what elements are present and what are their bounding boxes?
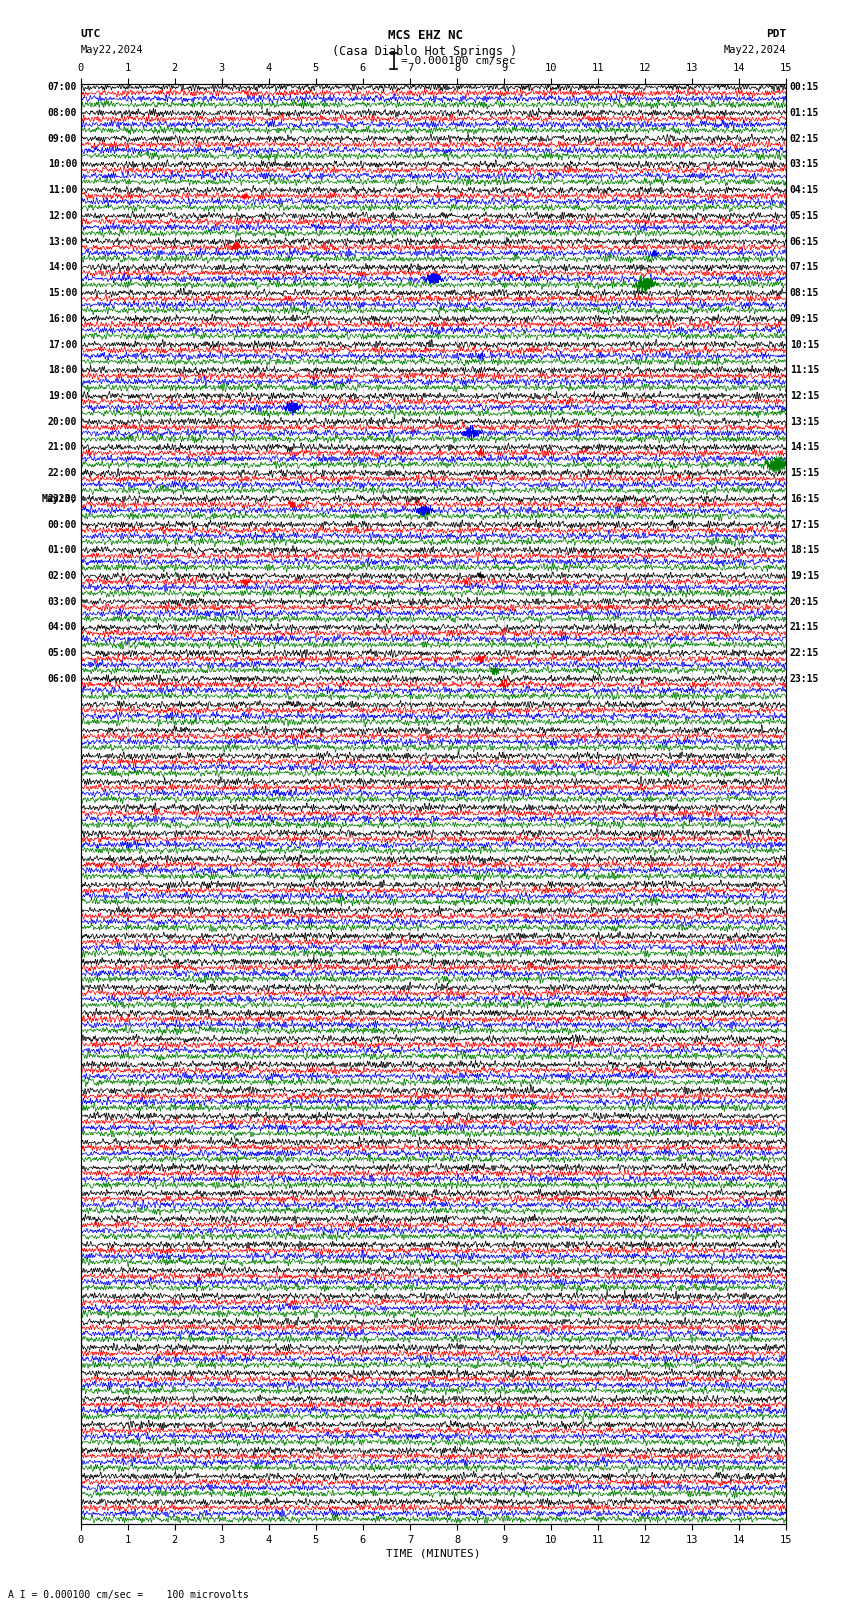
Text: 21:00: 21:00 (48, 442, 77, 452)
Text: 08:00: 08:00 (48, 108, 77, 118)
Text: 23:00: 23:00 (48, 494, 77, 503)
Text: 19:15: 19:15 (790, 571, 819, 581)
Text: 08:15: 08:15 (790, 289, 819, 298)
Text: 06:00: 06:00 (48, 674, 77, 684)
Text: May23,: May23, (42, 494, 77, 503)
Text: 11:15: 11:15 (790, 365, 819, 376)
Text: 14:00: 14:00 (48, 263, 77, 273)
Text: 22:15: 22:15 (790, 648, 819, 658)
Text: 04:15: 04:15 (790, 185, 819, 195)
Text: 15:15: 15:15 (790, 468, 819, 477)
Text: 03:00: 03:00 (48, 597, 77, 606)
Text: 22:00: 22:00 (48, 468, 77, 477)
Text: 04:00: 04:00 (48, 623, 77, 632)
Text: 06:15: 06:15 (790, 237, 819, 247)
Text: 16:00: 16:00 (48, 315, 77, 324)
Text: 10:00: 10:00 (48, 160, 77, 169)
Text: 09:15: 09:15 (790, 315, 819, 324)
Text: 03:15: 03:15 (790, 160, 819, 169)
Text: 02:00: 02:00 (48, 571, 77, 581)
Text: 07:15: 07:15 (790, 263, 819, 273)
Text: 23:15: 23:15 (790, 674, 819, 684)
Text: 13:15: 13:15 (790, 416, 819, 427)
Text: 14:15: 14:15 (790, 442, 819, 452)
Text: 12:15: 12:15 (790, 390, 819, 402)
Text: May22,2024: May22,2024 (81, 45, 144, 55)
Text: 20:00: 20:00 (48, 416, 77, 427)
Text: 12:00: 12:00 (48, 211, 77, 221)
X-axis label: TIME (MINUTES): TIME (MINUTES) (386, 1548, 481, 1558)
Text: 10:15: 10:15 (790, 339, 819, 350)
Text: May22,2024: May22,2024 (723, 45, 786, 55)
Text: 17:00: 17:00 (48, 339, 77, 350)
Text: 11:00: 11:00 (48, 185, 77, 195)
Text: 21:15: 21:15 (790, 623, 819, 632)
Text: 00:15: 00:15 (790, 82, 819, 92)
Text: 02:15: 02:15 (790, 134, 819, 144)
Text: 19:00: 19:00 (48, 390, 77, 402)
Text: PDT: PDT (766, 29, 786, 39)
Text: (Casa Diablo Hot Springs ): (Casa Diablo Hot Springs ) (332, 45, 518, 58)
Text: 00:00: 00:00 (48, 519, 77, 529)
Text: 07:00: 07:00 (48, 82, 77, 92)
Text: 13:00: 13:00 (48, 237, 77, 247)
Text: MCS EHZ NC: MCS EHZ NC (388, 29, 462, 42)
Text: 20:15: 20:15 (790, 597, 819, 606)
Text: 01:15: 01:15 (790, 108, 819, 118)
Text: 18:15: 18:15 (790, 545, 819, 555)
Text: A I = 0.000100 cm/sec =    100 microvolts: A I = 0.000100 cm/sec = 100 microvolts (8, 1590, 249, 1600)
Text: UTC: UTC (81, 29, 101, 39)
Text: 01:00: 01:00 (48, 545, 77, 555)
Text: = 0.000100 cm/sec: = 0.000100 cm/sec (401, 56, 516, 66)
Text: 09:00: 09:00 (48, 134, 77, 144)
Text: 16:15: 16:15 (790, 494, 819, 503)
Text: 18:00: 18:00 (48, 365, 77, 376)
Text: 15:00: 15:00 (48, 289, 77, 298)
Text: 05:15: 05:15 (790, 211, 819, 221)
Text: 05:00: 05:00 (48, 648, 77, 658)
Text: 17:15: 17:15 (790, 519, 819, 529)
